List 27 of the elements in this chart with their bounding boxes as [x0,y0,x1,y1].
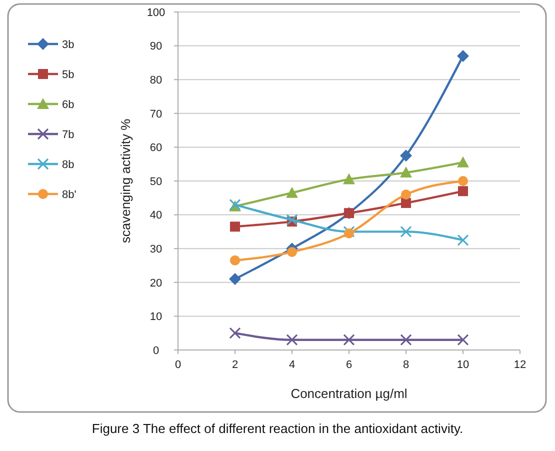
legend-label: 8b' [62,188,76,201]
legend-label: 5b [62,68,74,81]
x-tick-label: 6 [346,359,352,371]
x-tick-label: 0 [174,359,182,371]
x-tick-label: 2 [232,359,238,371]
y-tick-label: 100 [146,6,166,19]
legend-label: 7b [62,128,74,141]
legend-label: 3b [62,38,74,51]
y-tick-label: 80 [150,74,162,86]
x-tick-label: 8 [402,359,410,371]
y-tick-label: 40 [150,210,162,222]
y-tick-label: 0 [152,344,160,357]
y-tick-label: 20 [150,277,162,290]
x-axis-title: Concentration µg/ml [290,386,408,401]
y-tick-label: 60 [150,142,162,154]
legend-label: 8b [62,158,74,171]
x-tick-label: 12 [514,359,526,371]
y-tick-label: 10 [150,311,162,324]
caption: Figure 3 The effect of different reaction in the antioxidant activity. [92,421,464,436]
y-tick-label: 30 [150,243,162,256]
y-tick-label: 50 [150,176,162,188]
y-tick-label: 70 [150,108,162,120]
y-tick-label: 90 [150,40,162,53]
x-tick-label: 10 [456,359,470,371]
legend-label: 6b [62,98,74,111]
y-axis-title: scavenging activity % [118,118,133,244]
x-tick-label: 4 [288,359,296,371]
